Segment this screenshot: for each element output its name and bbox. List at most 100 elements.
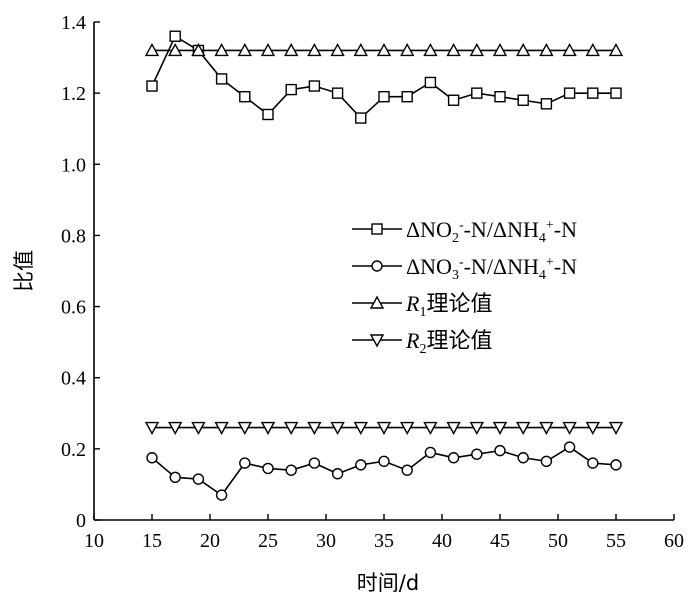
data-point [400, 42, 415, 57]
legend-part: 3 [452, 268, 459, 283]
data-point [262, 462, 274, 475]
y-tick-label: 1.0 [61, 154, 86, 176]
series-3 [144, 42, 624, 57]
data-point [191, 42, 206, 57]
data-point [214, 42, 229, 57]
data-point [239, 90, 251, 103]
series-layer [144, 30, 624, 501]
data-point [563, 87, 576, 99]
data-point [469, 421, 484, 435]
legend-marker [371, 223, 383, 235]
data-point [239, 457, 251, 469]
data-point [144, 42, 160, 57]
data-point [610, 459, 622, 471]
data-point [146, 80, 158, 92]
legend-label: R1理论值 [405, 291, 492, 320]
legend-part: 1 [419, 305, 426, 320]
legend-item: ΔNO3--N/ΔNH4+-N [352, 254, 577, 283]
data-point [447, 94, 460, 106]
data-point [168, 421, 183, 435]
legend-marker [371, 260, 383, 272]
legend-part: + [546, 255, 554, 270]
x-tick-label: 55 [606, 530, 626, 552]
y-tick-label: 0.8 [61, 225, 86, 247]
legend-item: ΔNO2--N/ΔNH4+-N [352, 217, 577, 246]
data-point [401, 464, 413, 476]
series-4 [144, 421, 624, 435]
data-point [446, 421, 461, 435]
data-point [376, 42, 392, 57]
data-point [494, 444, 506, 457]
legend-part: 4 [539, 231, 546, 246]
data-point [608, 42, 624, 57]
data-point [331, 87, 344, 99]
legend-item: R1理论值 [352, 291, 492, 320]
y-tick-label: 1.4 [61, 12, 86, 34]
y-tick-label: 0.2 [61, 439, 86, 461]
data-point [285, 464, 297, 476]
x-tick-label: 45 [490, 530, 510, 552]
data-point [284, 421, 299, 435]
data-point [517, 452, 529, 464]
data-point [353, 42, 368, 57]
data-point [540, 98, 553, 110]
data-point [308, 457, 321, 469]
data-point [331, 468, 344, 480]
data-point [610, 87, 622, 99]
data-point [562, 42, 577, 57]
data-point [516, 421, 531, 435]
data-point [608, 421, 624, 435]
data-point [492, 421, 508, 435]
x-tick-label: 10 [84, 530, 104, 552]
legend-part: + [546, 218, 554, 233]
data-point [355, 459, 367, 471]
data-point [492, 42, 508, 57]
series-line [151, 446, 617, 497]
data-point [471, 448, 483, 460]
x-tick-label: 30 [316, 530, 336, 552]
data-point [192, 473, 205, 485]
data-point [215, 489, 228, 501]
legend-label: R2理论值 [405, 328, 492, 357]
data-point [168, 42, 183, 57]
data-point [169, 30, 181, 42]
data-point [307, 42, 322, 57]
legend-label: ΔNO2--N/ΔNH4+-N [406, 217, 577, 246]
data-point [517, 94, 529, 106]
data-point [237, 421, 252, 435]
axes: 10 15 20 25 30 35 40 45 50 55 60 0 0.2 0.4 0.6 0.8 1.0 1.… [61, 12, 684, 552]
legend-part: 2 [452, 231, 459, 246]
legend-item: R2理论值 [352, 328, 492, 357]
data-point [378, 90, 390, 103]
data-point [330, 421, 345, 435]
data-point [262, 108, 274, 121]
y-tick-label: 0.6 [61, 297, 86, 319]
x-tick-label: 60 [664, 530, 684, 552]
data-point [284, 42, 299, 57]
data-point [215, 73, 228, 85]
x-tick-label: 25 [258, 530, 278, 552]
y-tick-label: 0 [76, 510, 86, 532]
data-point [494, 90, 506, 103]
data-point [237, 42, 252, 57]
legend-part: - [459, 255, 464, 270]
data-point [353, 421, 368, 435]
legend-label: ΔNO3--N/ΔNH4+-N [406, 254, 577, 283]
x-tick-label: 20 [200, 530, 220, 552]
data-point [376, 421, 392, 435]
data-point [447, 452, 460, 464]
data-point [424, 76, 437, 89]
data-point [307, 421, 322, 435]
legend-part: ΔNO [406, 254, 452, 279]
x-axis-title: 时间/d [357, 571, 419, 595]
data-point [260, 42, 276, 57]
data-point [446, 42, 461, 57]
data-point [330, 42, 345, 57]
data-point [401, 90, 413, 103]
data-point [424, 446, 437, 459]
data-point [516, 42, 531, 57]
legend-part: 4 [539, 268, 546, 283]
data-point [563, 441, 576, 453]
